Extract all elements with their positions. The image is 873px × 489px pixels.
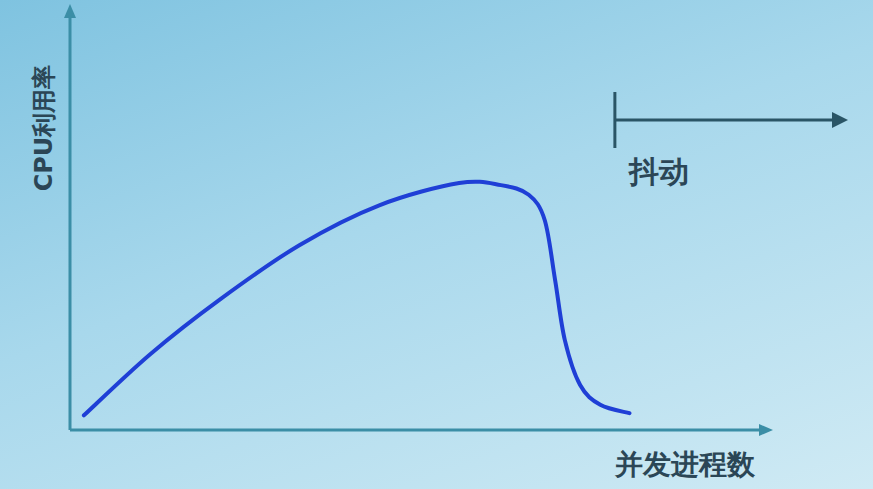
y-axis-label: CPU利用率 — [30, 65, 58, 192]
annotation-arrowhead — [832, 112, 848, 128]
annotation-text: 抖动 — [628, 154, 689, 189]
annotation-arrow — [615, 119, 835, 122]
y-axis-arrow — [64, 4, 76, 18]
line — [84, 182, 630, 416]
x-axis-arrow — [759, 424, 773, 436]
plot — [84, 182, 630, 416]
x-axis — [70, 429, 765, 432]
y-axis — [69, 10, 72, 430]
x-axis-label: 并发进程数 — [614, 448, 756, 481]
chart: 并发进程数 CPU利用率抖动 — [0, 0, 873, 489]
